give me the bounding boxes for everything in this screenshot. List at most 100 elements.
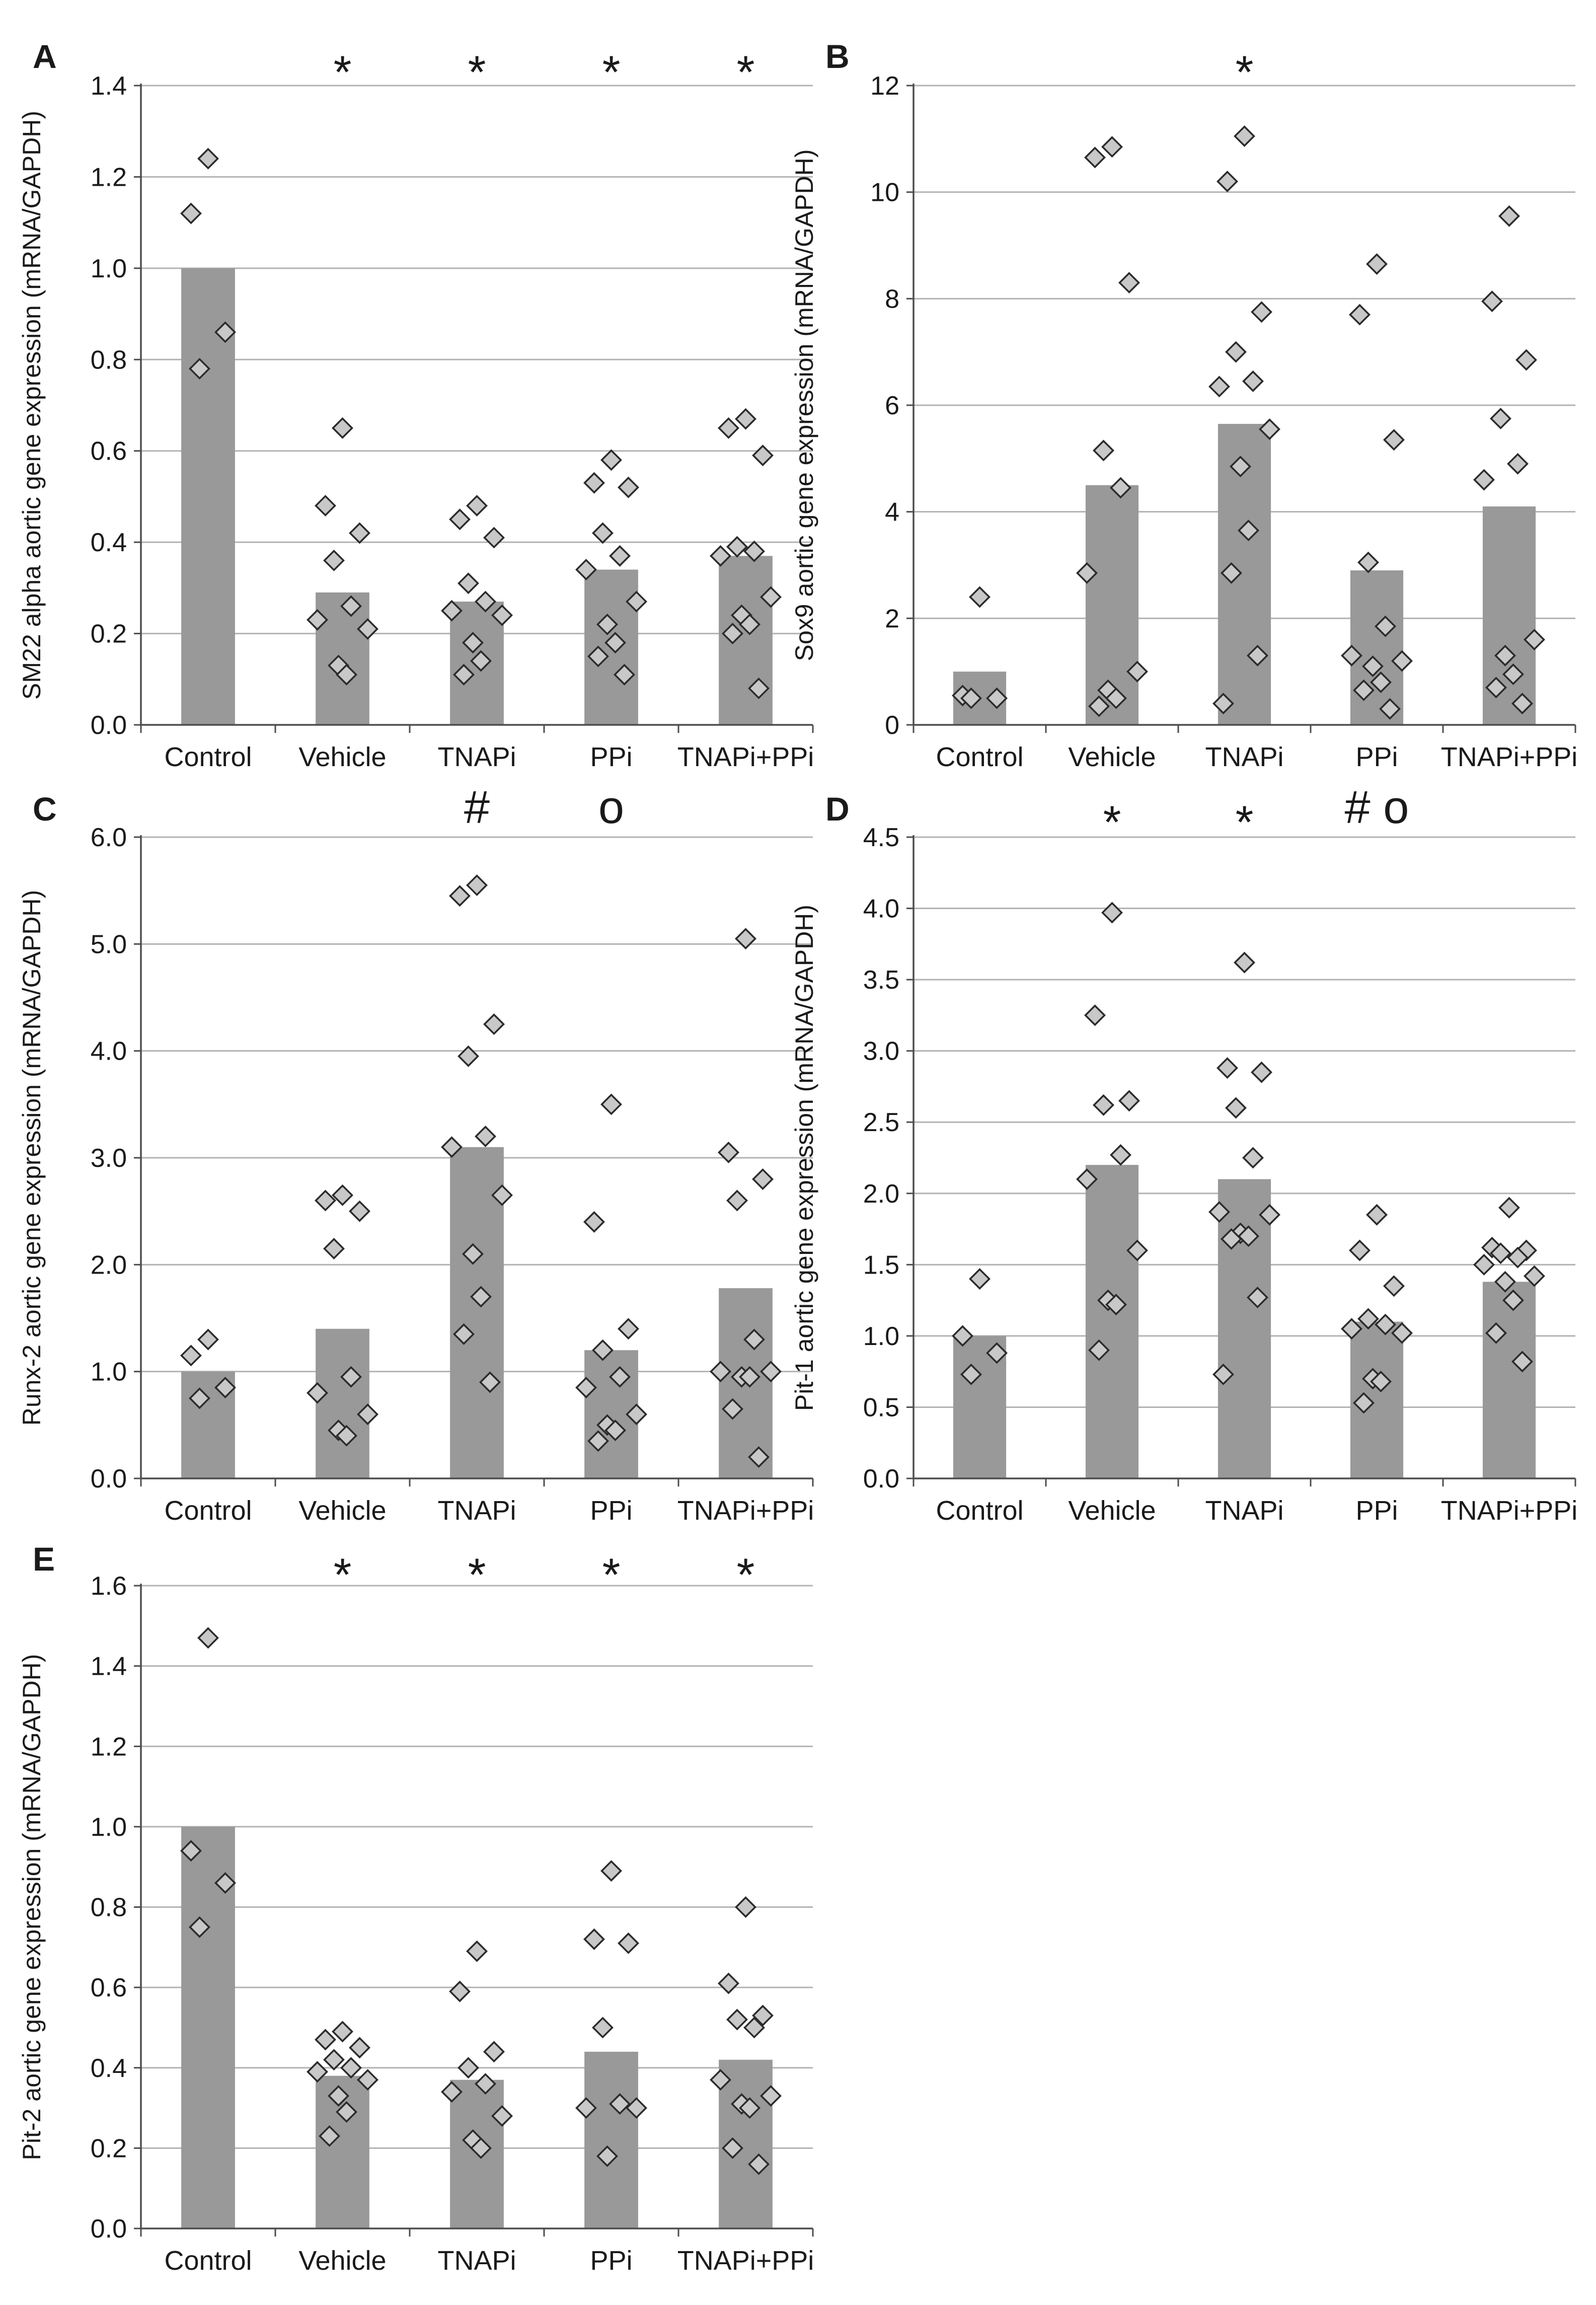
data-point [596, 2145, 618, 2167]
data-point [748, 2153, 770, 2175]
data-point [609, 2093, 631, 2115]
significance-marker: o [598, 782, 624, 833]
data-point [323, 2049, 345, 2071]
data-point [722, 2137, 743, 2159]
data-point [1234, 125, 1255, 147]
data-point [618, 1318, 639, 1340]
data-point [587, 1430, 609, 1452]
data-point [1076, 562, 1098, 584]
significance-marker: # [464, 782, 490, 833]
data-point [587, 645, 609, 667]
x-tick-label: TNAPi+PPi [1441, 742, 1578, 772]
data-point [1498, 1197, 1520, 1219]
data-point [618, 1932, 639, 1954]
data-point [323, 1238, 345, 1259]
significance-marker: * [737, 47, 755, 98]
data-point [340, 1366, 362, 1388]
data-point [1247, 1286, 1268, 1308]
y-tick-label: 0.0 [91, 711, 127, 740]
data-point [1391, 1322, 1413, 1344]
data-point [491, 604, 513, 626]
data-point [441, 600, 463, 622]
data-point [1502, 1289, 1524, 1311]
data-point [1238, 519, 1259, 542]
y-tick-label: 4 [885, 498, 899, 527]
y-tick-label: 1.0 [91, 254, 127, 283]
x-tick-label: Control [936, 742, 1023, 772]
significance-marker: * [334, 47, 352, 98]
y-tick-label: 2.0 [91, 1250, 127, 1280]
data-point [462, 1243, 484, 1265]
significance-marker: * [602, 47, 621, 98]
y-axis-label: Sox9 aortic gene expression (mRNA/GAPDH) [790, 149, 818, 661]
x-tick-label: TNAPi+PPi [677, 1496, 814, 1526]
data-point [1225, 341, 1247, 363]
y-tick-label: 0.5 [863, 1393, 899, 1422]
data-point [1221, 1228, 1242, 1250]
y-tick-label: 0.0 [863, 1464, 899, 1494]
data-point [1101, 136, 1123, 158]
data-point [1341, 1318, 1362, 1340]
y-tick-label: 1.6 [91, 1572, 127, 1601]
data-point [735, 1896, 756, 1918]
y-tick-label: 2.5 [863, 1108, 899, 1137]
data-point [336, 1425, 357, 1447]
data-point [1105, 687, 1127, 709]
data-point [357, 1403, 378, 1426]
x-tick-label: Control [936, 1496, 1023, 1526]
bar-ppi [584, 2051, 638, 2228]
y-tick-label: 5.0 [91, 930, 127, 959]
y-axis-label: Pit-1 aortic gene expression (mRNA/GAPDH… [790, 905, 818, 1411]
data-point [470, 1286, 492, 1308]
data-point [475, 590, 496, 613]
data-point [726, 536, 748, 558]
data-point [1341, 644, 1362, 666]
x-tick-label: TNAPi [1205, 1496, 1283, 1526]
y-tick-label: 0.8 [91, 1893, 127, 1922]
bar-tnapi-ppi [1482, 1282, 1536, 1478]
y-tick-label: 0.0 [91, 2214, 127, 2244]
data-point [1370, 1371, 1392, 1392]
data-point [1515, 349, 1537, 371]
data-point [592, 1339, 614, 1361]
data-point [1366, 1204, 1388, 1226]
data-point [748, 677, 770, 699]
y-tick-label: 1.4 [91, 1652, 127, 1681]
data-point [1242, 370, 1264, 392]
data-point [1494, 644, 1516, 666]
data-point [462, 632, 484, 654]
data-point [483, 1013, 505, 1035]
significance-marker: * [602, 1549, 621, 1601]
data-point [475, 2073, 496, 2095]
x-tick-label: TNAPi [437, 742, 516, 772]
y-tick-label: 2 [885, 604, 899, 633]
data-point [323, 549, 345, 571]
y-tick-label: 0.8 [91, 345, 127, 375]
data-point [1362, 655, 1384, 678]
data-point [710, 2069, 731, 2091]
x-tick-label: PPi [590, 742, 632, 772]
panel-label: B [825, 38, 850, 75]
panel-a: 0.0 0.2 0.4 0.6 0.8 1.0 1.2 1.4 Control Vehicle TN… [18, 38, 814, 772]
data-point [1490, 407, 1511, 429]
data-point [600, 1093, 622, 1116]
data-point [583, 1211, 605, 1233]
data-point [328, 2085, 349, 2107]
data-point [575, 559, 597, 581]
data-point [748, 1446, 770, 1468]
data-point [1511, 693, 1533, 715]
y-tick-label: 1.0 [91, 1358, 127, 1387]
data-point [1366, 253, 1388, 275]
data-point [1208, 1201, 1230, 1223]
y-tick-label: 1.2 [91, 163, 127, 192]
data-point [743, 2017, 765, 2039]
data-point [1230, 456, 1251, 478]
data-point [722, 1398, 743, 1420]
data-point [739, 613, 761, 635]
data-point [1375, 1313, 1396, 1335]
data-point [1370, 671, 1392, 693]
data-point [349, 2037, 370, 2059]
data-point [449, 508, 471, 531]
x-tick-label: PPi [1355, 1496, 1398, 1526]
bar-ppi [1350, 570, 1404, 725]
